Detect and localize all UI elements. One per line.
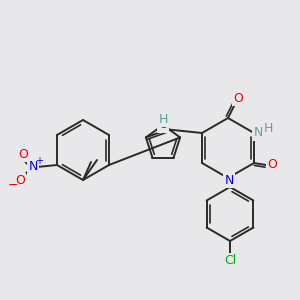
Text: O: O (158, 118, 168, 131)
Text: O: O (15, 173, 25, 187)
Text: +: + (35, 156, 43, 166)
Text: O: O (18, 148, 28, 160)
Text: N: N (224, 173, 234, 187)
Text: O: O (267, 158, 277, 172)
Text: O: O (233, 92, 243, 104)
Text: Cl: Cl (224, 254, 236, 266)
Text: N: N (253, 127, 263, 140)
Text: H: H (263, 122, 273, 136)
Text: H: H (159, 113, 169, 126)
Text: −: − (8, 178, 18, 191)
Text: N: N (28, 160, 38, 173)
